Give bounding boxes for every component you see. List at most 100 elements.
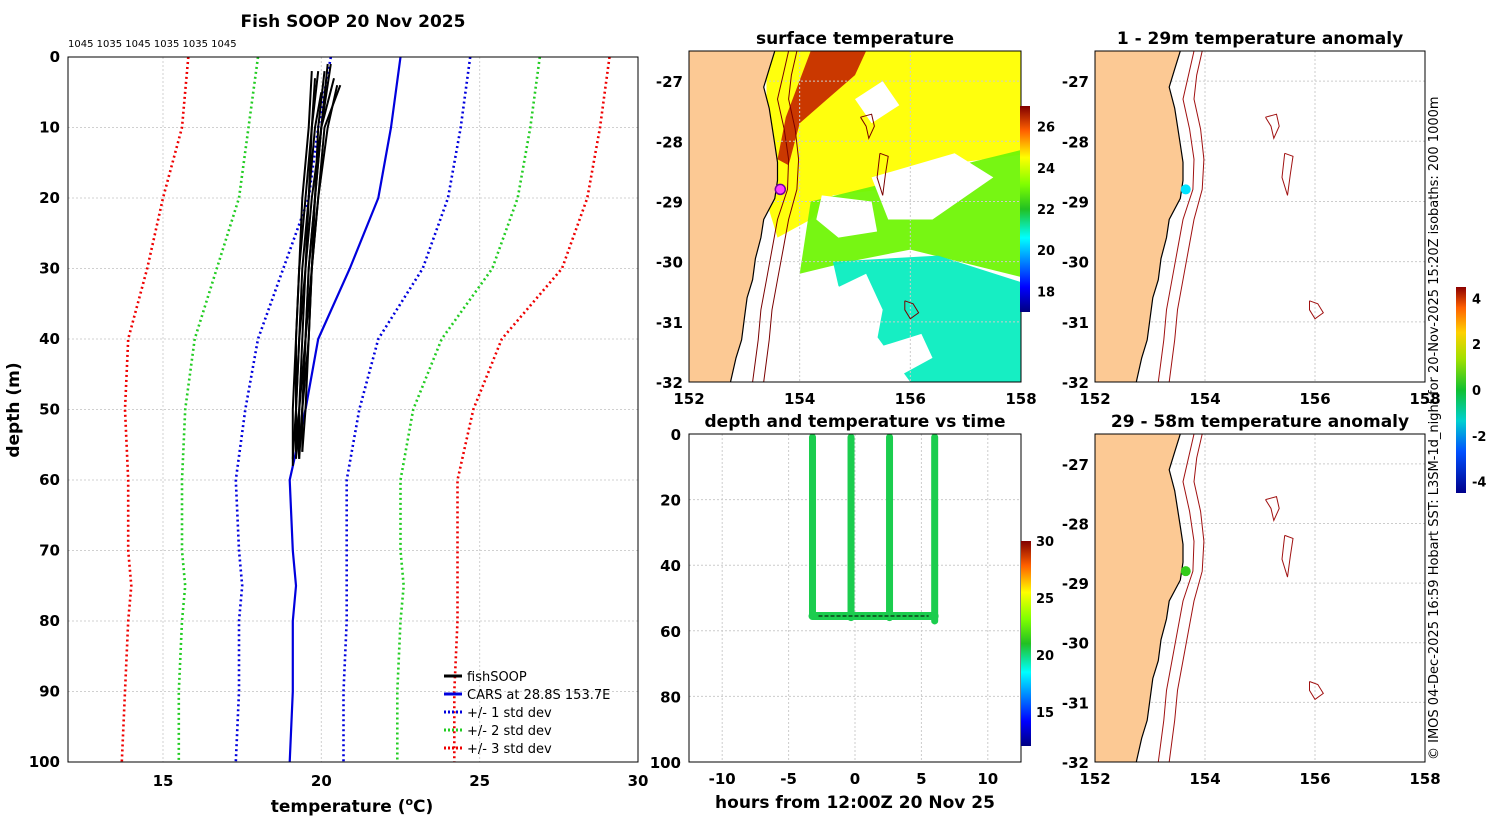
- anomaly-upper-seamount-isobath: [1309, 300, 1324, 320]
- anomaly-colorbar-tick: 2: [1472, 338, 1481, 353]
- anomaly-upper-lat-tick-label: -28: [1062, 133, 1089, 151]
- anomaly-upper-lon-tick-label: 154: [1189, 390, 1220, 408]
- profile-y-tick-label: 60: [39, 471, 60, 489]
- anomaly-lower-seamount-isobath: [1281, 534, 1294, 578]
- sst-lat-tick-label: -28: [656, 133, 683, 151]
- sst-colorbar-tick: 26: [1037, 121, 1055, 136]
- profile-y-axis-label: depth (m): [4, 362, 24, 457]
- side-note: © IMOS 04-Dec-2025 16:59 Hobart SST: L3S…: [1427, 96, 1442, 760]
- profile-x-tick-label: 25: [469, 772, 490, 790]
- profile-y-tick-label: 80: [39, 612, 60, 630]
- sst-colorbar-tick: 24: [1037, 162, 1055, 177]
- fishsoop-profile-line: [291, 70, 320, 466]
- depth-time-colorbar: [1021, 541, 1031, 746]
- profile-y-tick-label: 20: [39, 189, 60, 207]
- anomaly-upper-seamount-isobath: [1281, 152, 1294, 196]
- anomaly-upper-lon-tick-label: 152: [1079, 390, 1110, 408]
- profile-grid: [68, 57, 638, 762]
- sst-land: [689, 51, 779, 382]
- anomaly-lower-lon-tick-label: 158: [1409, 770, 1440, 788]
- sst-field-patch: [832, 255, 1021, 382]
- cast-location-marker: [774, 183, 787, 196]
- fishsoop-profile-line: [295, 92, 323, 459]
- anomaly-lower-anomaly-point: [1180, 566, 1191, 577]
- depth-time-x-tick-label: -5: [780, 770, 797, 788]
- anomaly-colorbar-tick: 0: [1472, 384, 1481, 399]
- profile-series-line: [120, 57, 190, 762]
- profile-y-tick-label: 0: [50, 48, 60, 66]
- anomaly-lower-title: 29 - 58m temperature anomaly: [1111, 412, 1409, 432]
- anomaly-upper-grid: [1095, 51, 1425, 382]
- legend-label: +/- 1 std dev: [467, 706, 552, 721]
- profile-title: Fish SOOP 20 Nov 2025: [241, 12, 466, 32]
- anomaly-lower-lon-tick-label: 154: [1189, 770, 1220, 788]
- anomaly-lower-lon-tick-label: 156: [1299, 770, 1330, 788]
- depth-time-colorbar-tick: 15: [1036, 706, 1054, 721]
- sst-field-patch: [766, 51, 1021, 238]
- depth-time-colorbar-tick: 20: [1036, 649, 1054, 664]
- sst-lat-tick-label: -31: [656, 314, 683, 332]
- depth-time-x-axis-label: hours from 12:00Z 20 Nov 25: [715, 793, 995, 813]
- anomaly-lower-axes-frame: [1094, 433, 1426, 763]
- profile-y-tick-label: 100: [29, 753, 60, 771]
- depth-time-y-tick-label: 40: [660, 557, 681, 575]
- depth-time-colorbar-tick: 30: [1036, 535, 1054, 550]
- anomaly-lower-land: [1095, 434, 1184, 762]
- depth-time-casts: [808, 434, 939, 625]
- profile-y-tick-label: 70: [39, 542, 60, 560]
- fishsoop-profile-line: [301, 84, 339, 452]
- profile-y-tick-label: 10: [39, 119, 60, 137]
- profile-x-tick-label: 15: [153, 772, 174, 790]
- profile-axes-frame: [67, 56, 639, 763]
- anomaly-upper-land: [1095, 51, 1184, 382]
- profile-legend: fishSOOP CARS at 28.8S 153.7E +/- 1 std de…: [444, 670, 610, 757]
- profile-series-line: [177, 57, 260, 762]
- depth-time-x-tick-label: 5: [916, 770, 926, 788]
- sst-colorbar-tick: 18: [1037, 285, 1055, 300]
- sst-cloud-gap: [871, 153, 994, 220]
- depth-time-grid: [689, 434, 1021, 762]
- sst-cloud-gap: [855, 81, 900, 124]
- sst-title: surface temperature: [756, 29, 954, 49]
- depth-time-colorbar-ticks: 15 20 25 30: [1036, 535, 1054, 721]
- profile-x-tick-label: 30: [628, 772, 649, 790]
- profile-panel: 15 20 25 30 0 10 20 30 40 50 60 70 80 90 100 Fish SOOP…: [4, 12, 648, 817]
- depth-time-y-tick-label: 20: [660, 492, 681, 510]
- anomaly-colorbar-tick: -2: [1472, 430, 1486, 445]
- anomaly-upper-anomaly-point: [1180, 184, 1191, 195]
- depth-time-x-tick-label: 10: [977, 770, 998, 788]
- anomaly-upper-title: 1 - 29m temperature anomaly: [1117, 29, 1403, 49]
- profile-x-axis-label: temperature (oC): [271, 795, 434, 817]
- sst-seamount-isobath: [904, 300, 920, 320]
- profile-y-tick-label: 90: [39, 683, 60, 701]
- depth-time-y-tick-label: 0: [671, 426, 681, 444]
- anomaly-lower-panel: 152 154 156 158 -27 -28 -29 -30 -31 -32 29 - 58m …: [1062, 412, 1441, 788]
- depth-time-y-tick-label: 80: [660, 688, 681, 706]
- depth-time-x-tick-label: -10: [709, 770, 736, 788]
- depth-time-y-tick-label: 100: [650, 754, 681, 772]
- sst-lon-tick-label: 152: [673, 390, 704, 408]
- anomaly-upper-seamount-isobath: [1265, 113, 1280, 140]
- depth-time-x-tick-label: 0: [850, 770, 860, 788]
- sst-cloud-gap: [816, 273, 883, 340]
- anomaly-upper-lat-tick-label: -32: [1062, 374, 1089, 392]
- anomaly-upper-lat-tick-label: -31: [1062, 314, 1089, 332]
- legend-label: +/- 2 std dev: [467, 724, 552, 739]
- sst-warm-core: [777, 51, 867, 166]
- anomaly-colorbar-ticks: -4 -2 0 2 4: [1472, 292, 1486, 490]
- anomaly-colorbar: [1456, 287, 1466, 493]
- profile-y-tick-label: 40: [39, 330, 60, 348]
- anomaly-lower-lat-tick-label: -27: [1062, 456, 1089, 474]
- sst-map-panel: 152 154 156 158 -27 -28 -29 -30 -31 -32 surface t…: [656, 29, 1055, 408]
- anomaly-lower-seamount-isobath: [1265, 495, 1280, 523]
- profile-tick-labels: 15 20 25 30 0 10 20 30 40 50 60 70 80 90 100: [29, 48, 649, 790]
- anomaly-upper-lat-tick-label: -29: [1062, 193, 1089, 211]
- sst-lon-tick-label: 158: [1005, 390, 1036, 408]
- sst-colorbar-tick: 22: [1037, 203, 1055, 218]
- anomaly-lower-lat-tick-label: -28: [1062, 515, 1089, 533]
- sst-lat-tick-label: -30: [656, 254, 683, 272]
- profile-series: [120, 57, 611, 762]
- anomaly-lower-lat-tick-label: -30: [1062, 635, 1089, 653]
- depth-time-colorbar-tick: 25: [1036, 592, 1054, 607]
- anomaly-upper-panel: 152 154 156 158 -27 -28 -29 -30 -31 -32 1 - 29m t…: [1062, 29, 1441, 408]
